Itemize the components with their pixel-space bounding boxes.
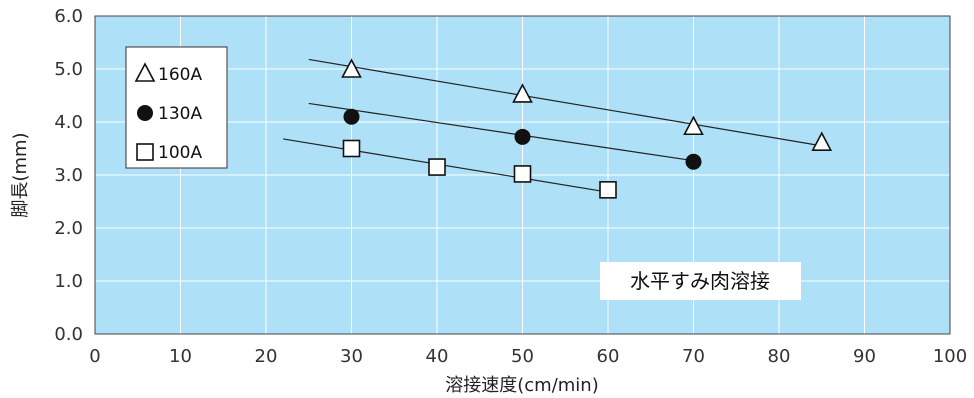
y-tick-label: 0.0 — [54, 324, 83, 345]
y-tick-label: 1.0 — [54, 271, 83, 292]
x-tick-label: 20 — [255, 346, 278, 367]
y-tick-label: 4.0 — [54, 112, 83, 133]
annotation-background — [600, 262, 801, 300]
data-point-square — [513, 165, 532, 183]
trend-line — [308, 58, 822, 147]
trend-line — [283, 138, 617, 195]
x-tick-label: 40 — [426, 346, 449, 367]
annotation-box: 水平すみ肉溶接 — [600, 262, 801, 300]
x-tick-label: 0 — [89, 346, 100, 367]
y-tick-labels: 0.0 1.0 2.0 3.0 4.0 5.0 6.0 — [54, 6, 83, 345]
y-tick-label: 2.0 — [54, 218, 83, 239]
data-point-triangle — [683, 115, 704, 136]
data-points — [341, 58, 833, 199]
data-point-circle — [685, 153, 702, 170]
data-point-circle — [514, 128, 531, 145]
y-axis-title: 脚長(mm) — [10, 132, 31, 217]
x-tick-label: 70 — [682, 346, 705, 367]
annotation-text: 水平すみ肉溶接 — [630, 269, 770, 293]
legend: 160A 130A 100A — [125, 46, 228, 169]
x-tick-labels: 0 10 20 30 40 50 60 70 80 90 100 — [89, 346, 967, 367]
data-point-triangle — [512, 83, 533, 103]
legend-label-160a: 160A — [158, 65, 202, 85]
legend-triangle-icon — [134, 62, 156, 82]
x-tick-label: 50 — [511, 346, 534, 367]
plot-frame — [94, 15, 951, 335]
y-tick-label: 5.0 — [54, 59, 83, 80]
x-tick-label: 90 — [853, 346, 876, 367]
data-point-square — [599, 181, 617, 199]
data-point-triangle — [811, 131, 833, 151]
x-tick-label: 10 — [169, 346, 192, 367]
legend-circle-icon — [137, 105, 153, 121]
legend-square-icon — [136, 143, 154, 161]
data-point-square — [428, 158, 446, 176]
x-tick-label: 100 — [933, 346, 967, 367]
data-point-circle — [343, 108, 360, 125]
trend-lines — [283, 58, 822, 195]
x-tick-label: 60 — [597, 346, 620, 367]
y-tick-label: 6.0 — [54, 6, 83, 27]
legend-label-130a: 130A — [158, 104, 202, 124]
data-point-square — [342, 139, 361, 158]
y-tick-label: 3.0 — [54, 165, 83, 186]
trend-line — [308, 102, 694, 162]
x-tick-label: 30 — [340, 346, 363, 367]
x-tick-label: 80 — [768, 346, 791, 367]
legend-label-100a: 100A — [158, 143, 202, 163]
data-point-triangle — [341, 58, 362, 78]
x-axis-title: 溶接速度(cm/min) — [445, 375, 598, 396]
